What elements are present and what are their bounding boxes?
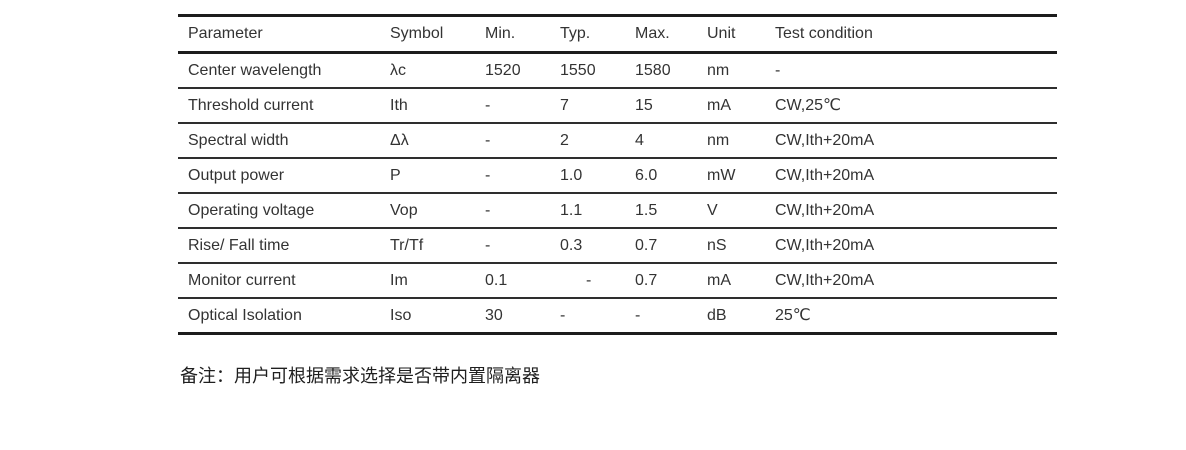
table-cell: CW,Ith+20mA xyxy=(775,263,1057,299)
table-cell: nm xyxy=(707,123,775,159)
table-row: Threshold current Ith -7 15 mA CW,25℃ xyxy=(178,88,1057,124)
table-cell: Iso xyxy=(390,306,412,324)
table-cell: 1580 xyxy=(635,52,707,89)
spec-table-header: Parameter Symbol Min. Typ. Max. Unit Test cond… xyxy=(178,15,1057,54)
table-cell: Rise/ Fall time xyxy=(178,228,390,264)
spec-table: Parameter Symbol Min. Typ. Max. Unit Test cond… xyxy=(178,14,1057,335)
table-cell: Output power xyxy=(178,158,390,194)
table-cell: Center wavelength xyxy=(178,52,390,89)
table-cell: Optical Isolation xyxy=(188,306,302,324)
table-cell: 1520 xyxy=(485,52,560,89)
table-cell: 2 xyxy=(560,123,635,159)
table-cell: Ith xyxy=(390,88,485,124)
table-cell: Operating voltage xyxy=(178,193,390,229)
table-cell: 7 xyxy=(560,88,635,124)
table-cell: - xyxy=(485,88,560,124)
table-cell: - xyxy=(485,158,560,194)
table-cell: 0.7 xyxy=(635,263,707,299)
column-header: Symbol xyxy=(390,15,485,54)
table-cell: - xyxy=(485,193,560,229)
table-cell: Monitor current xyxy=(178,263,390,299)
table-row: Optical Isolation Iso 30 - - dB 25℃ xyxy=(178,298,1057,334)
table-cell: λc xyxy=(390,52,485,89)
spec-table-body: Center wavelength λc 1520 1550 1580 nm - Thresh… xyxy=(178,52,1057,334)
table-cell: Vop xyxy=(390,193,485,229)
table-cell: 0.3 xyxy=(560,228,635,264)
column-header: Min. xyxy=(485,15,560,54)
table-cell: 6.0 xyxy=(635,158,707,194)
table-cell: - xyxy=(485,123,560,159)
header-row: Parameter Symbol Min. Typ. Max. Unit Test cond… xyxy=(178,15,1057,54)
table-cell: mA xyxy=(707,88,775,124)
table-cell: nm xyxy=(707,52,775,89)
table-cell: 15 xyxy=(635,88,707,124)
table-cell: CW,Ith+20mA xyxy=(775,123,1057,159)
column-header: Typ. xyxy=(560,15,635,54)
table-cell: 1.5 xyxy=(635,193,707,229)
table-cell: Im xyxy=(390,263,485,299)
table-cell: CW,25℃ xyxy=(775,88,1057,124)
table-cell: mW xyxy=(707,158,775,194)
table-cell: - xyxy=(635,306,641,324)
column-header: Max. xyxy=(635,15,707,54)
table-cell: dB xyxy=(707,306,727,324)
table-row: Center wavelength λc 1520 1550 1580 nm - xyxy=(178,52,1057,89)
table-cell: 1.0 xyxy=(560,158,635,194)
table-row: Spectral width Δλ -2 4 nm CW,Ith+20mA xyxy=(178,123,1057,159)
table-row: Monitor current Im 0.1-0.7 mA CW,Ith+20mA xyxy=(178,263,1057,299)
table-cell: - xyxy=(560,263,635,299)
column-header: Parameter xyxy=(178,15,390,54)
table-cell: 30 xyxy=(485,306,503,324)
table-cell: Δλ xyxy=(390,123,485,159)
table-cell: nS xyxy=(707,228,775,264)
table-cell: CW,Ith+20mA xyxy=(775,193,1057,229)
table-cell: Tr/Tf xyxy=(390,228,485,264)
table-row: Operating voltage Vop -1.1 1.5 V CW,Ith+20mA xyxy=(178,193,1057,229)
table-cell: CW,Ith+20mA xyxy=(775,158,1057,194)
table-row: Output power P -1.0 6.0 mW CW,Ith+20mA xyxy=(178,158,1057,194)
table-cell: CW,Ith+20mA xyxy=(775,228,1057,264)
table-cell: 0.7 xyxy=(635,228,707,264)
table-cell: 1550 xyxy=(560,52,635,89)
table-row: Rise/ Fall time Tr/Tf -0.3 0.7 nS CW,Ith+20mA xyxy=(178,228,1057,264)
table-cell: - xyxy=(560,306,566,324)
table-cell: Spectral width xyxy=(178,123,390,159)
column-header: Unit xyxy=(707,15,775,54)
table-cell: V xyxy=(707,193,775,229)
table-cell: Threshold current xyxy=(178,88,390,124)
table-cell: 0.1 xyxy=(485,263,560,299)
table-cell: - xyxy=(485,228,560,264)
column-header: Test condition xyxy=(775,15,1057,54)
table-cell: 1.1 xyxy=(560,193,635,229)
note-text: 备注：用户可根据需求选择是否带内置隔离器 xyxy=(180,366,540,386)
table-cell: 4 xyxy=(635,123,707,159)
table-cell: mA xyxy=(707,263,775,299)
table-cell: - xyxy=(775,52,1057,89)
table-cell: P xyxy=(390,158,485,194)
table-cell: 25℃ xyxy=(775,306,811,324)
